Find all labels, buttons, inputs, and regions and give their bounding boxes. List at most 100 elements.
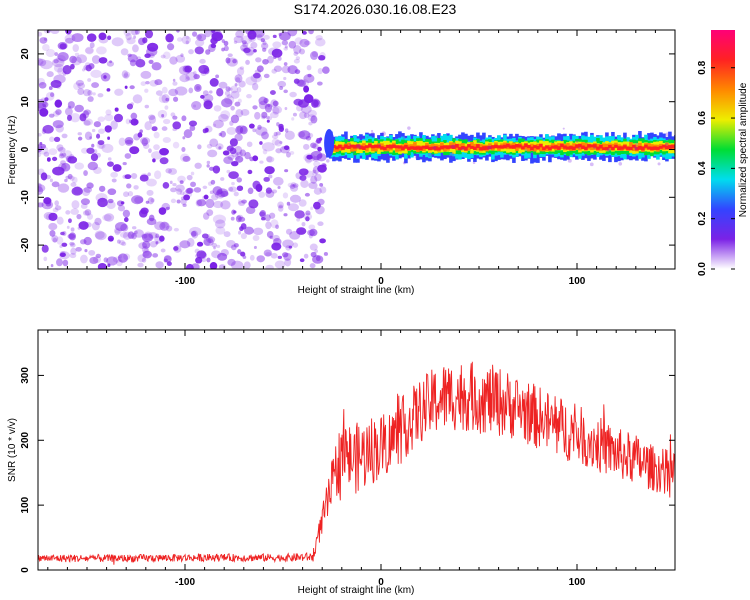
- noise-mark: [306, 65, 312, 71]
- noise-mark: [233, 243, 239, 248]
- noise-mark: [175, 184, 185, 192]
- noise-mark: [213, 246, 216, 250]
- signal-scatter-mark: [635, 142, 639, 146]
- signal-band-mark: [533, 145, 537, 149]
- noise-mark: [240, 251, 246, 257]
- noise-mark: [279, 31, 291, 41]
- noise-mark: [127, 54, 138, 63]
- spectrogram-ytick-label: 20: [20, 48, 31, 60]
- noise-mark: [172, 127, 177, 132]
- noise-mark: [86, 147, 95, 154]
- noise-mark: [172, 115, 178, 120]
- noise-mark: [98, 128, 106, 134]
- noise-mark: [210, 30, 216, 34]
- noise-mark: [227, 258, 236, 266]
- noise-mark: [176, 199, 181, 204]
- noise-mark: [261, 142, 275, 152]
- noise-mark: [272, 41, 282, 49]
- noise-mark: [206, 257, 211, 263]
- noise-mark: [147, 172, 151, 177]
- noise-mark: [311, 99, 319, 108]
- noise-mark: [255, 126, 268, 136]
- noise-mark: [236, 67, 245, 76]
- noise-mark: [296, 217, 301, 222]
- noise-mark: [62, 65, 72, 75]
- noise-mark: [130, 118, 139, 126]
- noise-mark: [67, 101, 75, 109]
- noise-mark: [220, 130, 226, 138]
- signal-scatter-mark: [370, 129, 374, 133]
- noise-mark: [289, 194, 302, 203]
- noise-mark: [273, 65, 283, 73]
- noise-mark: [81, 187, 91, 197]
- noise-mark: [126, 183, 132, 189]
- noise-mark: [118, 255, 123, 259]
- noise-mark: [98, 142, 106, 149]
- noise-mark: [218, 146, 222, 150]
- noise-mark: [220, 110, 231, 120]
- noise-mark: [155, 241, 159, 245]
- noise-mark: [131, 226, 137, 230]
- signal-band-mark: [668, 145, 672, 149]
- noise-mark: [96, 141, 105, 150]
- noise-mark: [89, 136, 92, 140]
- noise-mark: [247, 30, 257, 40]
- signal-scatter-mark: [451, 144, 455, 149]
- signal-onset-mark: [324, 128, 335, 158]
- noise-mark: [124, 217, 129, 223]
- noise-mark: [206, 143, 213, 149]
- noise-mark: [59, 252, 66, 258]
- noise-mark: [288, 245, 293, 249]
- signal-band-mark: [590, 144, 594, 148]
- noise-mark: [179, 191, 185, 196]
- noise-mark: [127, 53, 132, 57]
- noise-mark: [123, 73, 130, 80]
- noise-mark: [312, 171, 318, 176]
- noise-mark: [253, 227, 264, 236]
- noise-mark: [71, 33, 84, 43]
- signal-band-mark: [407, 146, 411, 151]
- noise-mark: [315, 255, 321, 262]
- noise-mark: [213, 200, 224, 209]
- signal-band-mark: [434, 146, 438, 151]
- noise-mark: [284, 128, 289, 133]
- noise-mark: [309, 243, 318, 251]
- noise-mark: [248, 199, 259, 209]
- noise-mark: [259, 209, 267, 218]
- noise-mark: [283, 89, 288, 94]
- noise-mark: [46, 71, 54, 78]
- noise-mark: [310, 142, 317, 149]
- noise-mark: [155, 90, 163, 96]
- signal-scatter-mark: [427, 152, 433, 158]
- signal-scatter-mark: [589, 162, 594, 167]
- noise-mark: [107, 161, 114, 167]
- noise-mark: [218, 81, 228, 89]
- noise-mark: [206, 160, 211, 165]
- noise-mark: [181, 35, 191, 45]
- signal-scatter-mark: [352, 151, 355, 154]
- signal-band-mark: [386, 144, 390, 152]
- noise-mark: [186, 187, 194, 194]
- noise-mark: [103, 257, 108, 263]
- noise-mark: [203, 98, 212, 107]
- signal-band-mark: [398, 145, 402, 149]
- noise-mark: [69, 175, 75, 181]
- signal-scatter-mark: [378, 144, 382, 147]
- noise-mark: [107, 263, 111, 268]
- noise-mark: [226, 126, 237, 135]
- noise-mark: [135, 59, 146, 68]
- signal-band-mark: [401, 146, 405, 151]
- snr-xtick-label: -100: [175, 577, 195, 588]
- noise-mark: [253, 49, 257, 53]
- noise-mark: [58, 153, 65, 159]
- noise-mark: [80, 239, 87, 245]
- noise-mark: [257, 124, 262, 130]
- noise-mark: [236, 87, 242, 93]
- noise-mark: [130, 172, 138, 180]
- noise-mark: [284, 130, 295, 141]
- noise-mark: [261, 111, 268, 119]
- noise-mark: [91, 221, 100, 231]
- noise-mark: [38, 57, 44, 66]
- noise-mark: [152, 253, 159, 258]
